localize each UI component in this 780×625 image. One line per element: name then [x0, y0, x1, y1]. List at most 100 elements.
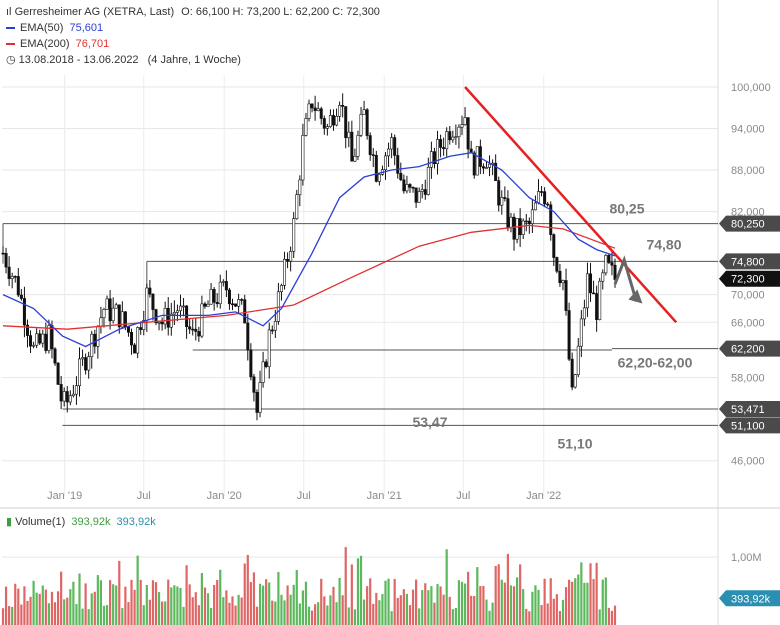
- price-tag-51-100-bg: [719, 417, 780, 434]
- candle-body-102: [313, 107, 317, 111]
- volume-bar-194: [595, 562, 598, 625]
- volume-bar-53: [164, 601, 167, 625]
- candle-body-61: [188, 326, 192, 330]
- volume-bar-99: [304, 581, 308, 625]
- y-tick-label-0: 100,000: [731, 82, 771, 94]
- candle-body-30: [93, 333, 97, 347]
- volume-bar-192: [589, 563, 592, 625]
- candle-body-105: [322, 118, 326, 129]
- candle-body-190: [582, 307, 586, 320]
- volume-bar-82: [252, 572, 256, 625]
- ohlc-values: O: 66,100 H: 73,200 L: 62,200 C: 72,300: [181, 6, 380, 18]
- volume-bar-163: [500, 579, 503, 625]
- candle-body-148: [454, 136, 458, 139]
- candle-body-143: [439, 139, 443, 148]
- candle-body-82: [252, 376, 256, 393]
- volume-bar-137: [421, 590, 424, 625]
- volume-bar-63: [194, 592, 197, 625]
- candle-body-32: [99, 317, 103, 327]
- volume-bar-145: [445, 549, 448, 625]
- volume-bar-98: [301, 590, 304, 625]
- volume-bar-105: [323, 596, 326, 625]
- candle-body-139: [426, 166, 430, 195]
- volume-bar-189: [580, 562, 583, 625]
- candle-body-168: [515, 218, 519, 240]
- candle-body-159: [488, 163, 492, 168]
- candle-body-146: [448, 131, 452, 141]
- candle-body-176: [540, 191, 544, 193]
- volume-bar-88: [271, 600, 274, 625]
- candle-body-33: [102, 309, 106, 319]
- volume-bar-83: [255, 606, 259, 625]
- candle-body-154: [472, 152, 476, 176]
- candle-body-77: [237, 299, 241, 307]
- candle-body-156: [478, 146, 482, 167]
- candle-body-51: [157, 321, 161, 324]
- candle-body-198: [607, 255, 611, 263]
- candle-body-150: [460, 124, 464, 128]
- candle-body-27: [84, 357, 88, 371]
- candle-body-66: [203, 303, 207, 307]
- candle-body-5: [16, 276, 20, 296]
- volume-bar-50: [154, 582, 158, 625]
- volume-bar-132: [405, 593, 409, 625]
- legend-ema50: EMA(50) 75,601: [6, 20, 103, 36]
- x-tick-label-6: Jan '22: [526, 490, 561, 502]
- candle-body-1: [4, 253, 8, 268]
- volume-bar-15: [47, 603, 50, 625]
- candle-body-197: [604, 255, 608, 274]
- volume-bar-122: [375, 592, 378, 625]
- candle-body-181: [555, 257, 559, 272]
- candle-body-191: [585, 273, 589, 309]
- resistance-trendline: [464, 86, 678, 324]
- volume-bar-62: [191, 597, 194, 625]
- volume-bar-101: [310, 610, 314, 625]
- volume-bar-130: [399, 595, 402, 625]
- volume-bar-19: [60, 571, 63, 625]
- volume-bar-41: [127, 602, 130, 625]
- candle-body-109: [335, 116, 339, 126]
- candle-body-86: [264, 361, 268, 367]
- volume-bar-45: [139, 579, 142, 625]
- candle-body-108: [331, 115, 335, 126]
- candle-body-20: [62, 391, 66, 402]
- volume-bar-102: [314, 604, 317, 625]
- candle-body-128: [393, 137, 397, 156]
- volume-value-secondary: 393,92k: [116, 516, 156, 528]
- volume-bar-77: [237, 594, 240, 625]
- volume-bar-32: [99, 580, 103, 625]
- candle-body-155: [475, 146, 479, 176]
- volume-bar-37: [115, 585, 118, 625]
- candle-body-138: [423, 189, 427, 195]
- candle-body-24: [74, 385, 78, 395]
- y-tick-label-6: 58,000: [731, 373, 765, 385]
- volume-bar-198: [607, 607, 610, 625]
- volume-bar-48: [148, 599, 151, 625]
- candle-body-72: [221, 281, 225, 283]
- candle-body-103: [316, 108, 320, 111]
- volume-bar-21: [66, 597, 69, 625]
- volume-bar-97: [298, 603, 301, 625]
- volume-bar-103: [317, 602, 320, 625]
- volume-bar-172: [528, 611, 531, 625]
- volume-bar-183: [561, 599, 565, 625]
- volume-bar-70: [216, 580, 219, 625]
- candle-body-85: [261, 361, 265, 383]
- volume-bar-111: [341, 595, 344, 625]
- candle-body-122: [374, 155, 378, 182]
- volume-bar-67: [206, 593, 210, 625]
- x-tick-label-1: Jul: [137, 490, 151, 502]
- candle-body-152: [466, 117, 470, 150]
- candle-body-188: [576, 345, 580, 375]
- candle-body-14: [44, 333, 48, 351]
- candle-body-119: [365, 109, 369, 136]
- candle-body-137: [420, 189, 424, 192]
- volume-bar-191: [586, 582, 589, 625]
- candle-body-22: [68, 395, 72, 403]
- volume-bar-91: [280, 594, 283, 625]
- volume-bar-176: [540, 605, 543, 625]
- volume-bar-116: [356, 558, 360, 625]
- volume-bar-184: [564, 587, 568, 625]
- candle-body-136: [417, 191, 421, 203]
